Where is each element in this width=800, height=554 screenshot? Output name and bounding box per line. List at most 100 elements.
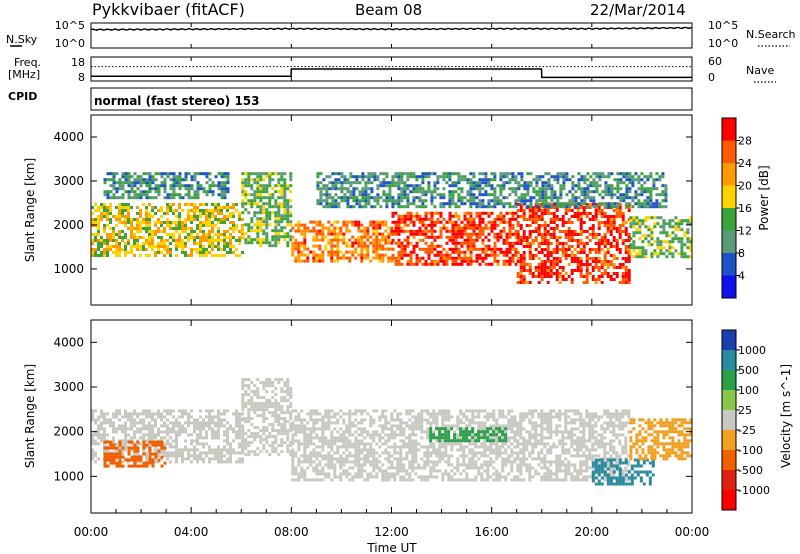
heatmap-cell xyxy=(385,202,389,206)
heatmap-cell xyxy=(555,227,559,230)
heatmap-cell xyxy=(466,235,470,239)
heatmap-cell xyxy=(208,418,211,422)
heatmap-cell xyxy=(309,442,313,446)
heatmap-cell xyxy=(680,222,684,226)
heatmap-cell xyxy=(130,233,133,236)
heatmap-cell xyxy=(528,254,532,257)
heatmap-cell xyxy=(345,241,349,245)
heatmap-cell xyxy=(454,214,458,218)
heatmap-cell xyxy=(265,402,269,406)
heatmap-cell xyxy=(259,178,263,182)
heatmap-cell xyxy=(582,221,586,224)
heatmap-cell xyxy=(322,184,326,188)
heatmap-cell xyxy=(94,251,97,254)
heatmap-cell xyxy=(576,239,580,242)
heatmap-cell xyxy=(196,233,199,236)
heatmap-cell xyxy=(187,448,190,452)
heatmap-cell xyxy=(421,175,425,179)
heatmap-cell xyxy=(363,244,367,248)
heatmap-cell xyxy=(378,466,382,470)
heatmap-cell xyxy=(589,190,593,194)
heatmap-cell xyxy=(540,209,544,212)
heatmap-cell xyxy=(265,175,269,179)
heatmap-cell xyxy=(354,454,358,458)
heatmap-cell xyxy=(196,457,199,461)
heatmap-cell xyxy=(591,248,595,251)
heatmap-cell xyxy=(454,244,458,248)
heatmap-cell xyxy=(345,445,349,449)
heatmap-cell xyxy=(268,217,272,221)
heatmap-cell xyxy=(618,251,622,254)
heatmap-cell xyxy=(303,457,307,461)
heatmap-cell xyxy=(357,223,361,227)
heatmap-cell xyxy=(546,239,550,242)
heatmap-cell xyxy=(496,253,500,257)
heatmap-cell xyxy=(265,384,269,388)
heatmap-cell xyxy=(508,181,512,185)
heatmap-cell xyxy=(247,178,251,182)
heatmap-cell xyxy=(624,272,628,275)
heatmap-cell xyxy=(436,181,440,185)
heatmap-cell xyxy=(259,190,263,194)
heatmap-cell xyxy=(555,278,559,281)
heatmap-cell xyxy=(534,269,538,272)
heatmap-cell xyxy=(118,178,122,182)
heatmap-cell xyxy=(577,187,581,191)
heatmap-cell xyxy=(97,209,100,212)
heatmap-cell xyxy=(229,236,232,239)
heatmap-cell xyxy=(366,235,370,239)
heatmap-cell xyxy=(291,469,295,473)
heatmap-cell xyxy=(244,181,248,185)
heatmap-cell xyxy=(232,221,235,224)
heatmap-cell xyxy=(103,415,106,419)
heatmap-cell xyxy=(561,215,565,218)
heatmap-cell xyxy=(487,205,491,209)
heatmap-cell xyxy=(499,175,503,179)
heatmap-cell xyxy=(436,259,440,263)
heatmap-cell xyxy=(523,202,527,206)
heatmap-cell xyxy=(400,187,404,191)
heatmap-cell xyxy=(457,235,461,239)
heatmap-cell xyxy=(570,254,574,257)
heatmap-cell xyxy=(650,255,654,259)
heatmap-cell xyxy=(226,436,229,440)
heatmap-cell xyxy=(454,259,458,263)
heatmap-cell xyxy=(621,263,625,266)
heatmap-cell xyxy=(348,460,352,464)
heatmap-cell xyxy=(181,209,184,212)
heatmap-cell xyxy=(205,409,208,413)
heatmap-cell xyxy=(277,172,281,176)
heatmap-cell xyxy=(169,451,172,455)
heatmap-cell xyxy=(534,227,538,230)
heatmap-cell xyxy=(644,234,648,238)
heatmap-cell xyxy=(328,205,332,209)
heatmap-cell xyxy=(366,229,370,233)
heatmap-cell xyxy=(172,421,175,425)
heatmap-cell xyxy=(589,196,593,200)
heatmap-cell xyxy=(532,178,536,182)
heatmap-cell xyxy=(345,448,349,452)
heatmap-cell xyxy=(142,193,146,197)
heatmap-cell xyxy=(583,178,587,182)
heatmap-cell xyxy=(196,427,199,431)
heatmap-cell xyxy=(321,436,325,440)
heatmap-cell xyxy=(139,190,143,194)
heatmap-cell xyxy=(127,458,131,462)
heatmap-cell xyxy=(312,424,316,428)
heatmap-cell xyxy=(241,230,244,233)
heatmap-cell xyxy=(372,448,376,452)
heatmap-cell xyxy=(247,172,251,176)
heatmap-cell xyxy=(321,472,325,476)
heatmap-cell xyxy=(553,196,557,200)
heatmap-cell xyxy=(309,478,313,482)
heatmap-cell xyxy=(274,417,278,421)
heatmap-cell xyxy=(508,241,512,245)
heatmap-cell xyxy=(339,226,343,230)
heatmap-cell xyxy=(166,409,169,413)
heatmap-cell xyxy=(286,408,290,412)
heatmap-cell xyxy=(430,214,434,218)
heatmap-cell xyxy=(592,190,596,194)
heatmap-cell xyxy=(327,472,331,476)
heatmap-cell xyxy=(103,433,106,437)
heatmap-cell xyxy=(294,223,298,227)
